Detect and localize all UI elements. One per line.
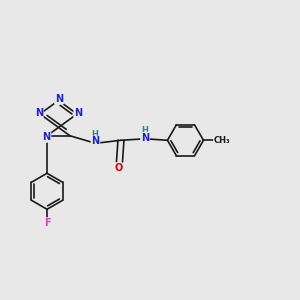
Text: H: H: [141, 127, 148, 136]
Text: O: O: [114, 164, 122, 173]
Text: N: N: [141, 133, 149, 142]
Text: N: N: [74, 108, 82, 118]
Text: CH₃: CH₃: [214, 136, 230, 145]
Text: F: F: [44, 218, 50, 228]
Text: N: N: [42, 132, 50, 142]
Text: N: N: [35, 108, 43, 118]
Text: N: N: [92, 136, 100, 146]
Text: N: N: [55, 94, 63, 104]
Text: H: H: [92, 130, 98, 140]
